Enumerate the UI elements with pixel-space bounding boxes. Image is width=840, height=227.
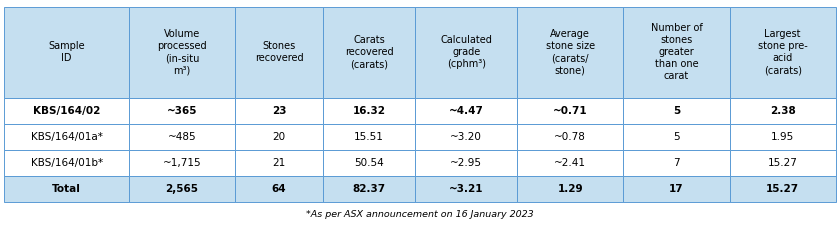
Text: 64: 64 xyxy=(272,184,286,194)
Bar xyxy=(235,150,323,176)
Bar xyxy=(4,7,129,98)
Text: Stones
recovered: Stones recovered xyxy=(255,41,303,63)
Text: 21: 21 xyxy=(272,158,286,168)
Text: 5: 5 xyxy=(673,106,680,116)
Bar xyxy=(323,7,416,98)
Bar xyxy=(623,124,729,150)
Bar xyxy=(517,150,623,176)
Bar xyxy=(416,98,517,124)
Bar xyxy=(416,7,517,98)
Text: 15.27: 15.27 xyxy=(766,184,799,194)
Bar xyxy=(730,150,836,176)
Text: 1.95: 1.95 xyxy=(771,132,795,142)
Bar xyxy=(517,7,623,98)
Text: KBS/164/02: KBS/164/02 xyxy=(33,106,100,116)
Text: Carats
recovered
(carats): Carats recovered (carats) xyxy=(345,35,393,69)
Text: ~1,715: ~1,715 xyxy=(163,158,202,168)
Bar xyxy=(623,98,729,124)
Text: 15.27: 15.27 xyxy=(768,158,798,168)
Text: 2,565: 2,565 xyxy=(165,184,198,194)
Text: 50.54: 50.54 xyxy=(354,158,384,168)
Text: Sample
ID: Sample ID xyxy=(48,41,85,63)
Bar xyxy=(623,150,729,176)
Bar xyxy=(4,176,129,202)
Bar xyxy=(129,98,235,124)
Bar xyxy=(4,98,129,124)
Bar xyxy=(129,124,235,150)
Bar xyxy=(129,150,235,176)
Bar xyxy=(416,176,517,202)
Text: ~3.20: ~3.20 xyxy=(450,132,482,142)
Bar xyxy=(129,7,235,98)
Text: Volume
processed
(in-situ
m³): Volume processed (in-situ m³) xyxy=(157,29,207,75)
Text: ~0.71: ~0.71 xyxy=(553,106,587,116)
Bar xyxy=(416,124,517,150)
Bar xyxy=(730,124,836,150)
Bar xyxy=(730,7,836,98)
Text: ~2.41: ~2.41 xyxy=(554,158,586,168)
Text: Total: Total xyxy=(52,184,81,194)
Bar xyxy=(323,98,416,124)
Text: 7: 7 xyxy=(673,158,680,168)
Text: Calculated
grade
(cphm³): Calculated grade (cphm³) xyxy=(440,35,492,69)
Bar xyxy=(235,124,323,150)
Bar xyxy=(235,7,323,98)
Bar xyxy=(129,176,235,202)
Bar xyxy=(235,98,323,124)
Text: 1.29: 1.29 xyxy=(557,184,583,194)
Text: KBS/164/01a*: KBS/164/01a* xyxy=(30,132,102,142)
Text: *As per ASX announcement on 16 January 2023: *As per ASX announcement on 16 January 2… xyxy=(307,210,533,219)
Text: Average
stone size
(carats/
stone): Average stone size (carats/ stone) xyxy=(546,29,595,75)
Text: ~0.78: ~0.78 xyxy=(554,132,586,142)
Bar xyxy=(517,98,623,124)
Bar xyxy=(517,124,623,150)
Text: ~2.95: ~2.95 xyxy=(450,158,482,168)
Text: 15.51: 15.51 xyxy=(354,132,384,142)
Text: 20: 20 xyxy=(272,132,286,142)
Text: Number of
stones
greater
than one
carat: Number of stones greater than one carat xyxy=(650,23,702,81)
Bar xyxy=(730,98,836,124)
Bar xyxy=(235,176,323,202)
Text: Largest
stone pre-
acid
(carats): Largest stone pre- acid (carats) xyxy=(758,29,807,75)
Bar xyxy=(623,7,729,98)
Bar xyxy=(517,176,623,202)
Bar xyxy=(323,124,416,150)
Bar xyxy=(323,150,416,176)
Bar xyxy=(323,176,416,202)
Bar xyxy=(416,150,517,176)
Text: ~3.21: ~3.21 xyxy=(449,184,484,194)
Text: 16.32: 16.32 xyxy=(353,106,386,116)
Text: 82.37: 82.37 xyxy=(353,184,386,194)
Bar xyxy=(4,150,129,176)
Text: KBS/164/01b*: KBS/164/01b* xyxy=(30,158,102,168)
Text: 23: 23 xyxy=(272,106,286,116)
Text: ~485: ~485 xyxy=(168,132,197,142)
Text: ~365: ~365 xyxy=(167,106,197,116)
Bar xyxy=(730,176,836,202)
Text: ~4.47: ~4.47 xyxy=(449,106,484,116)
Bar xyxy=(4,124,129,150)
Text: 5: 5 xyxy=(673,132,680,142)
Text: 17: 17 xyxy=(669,184,684,194)
Bar xyxy=(623,176,729,202)
Text: 2.38: 2.38 xyxy=(769,106,795,116)
